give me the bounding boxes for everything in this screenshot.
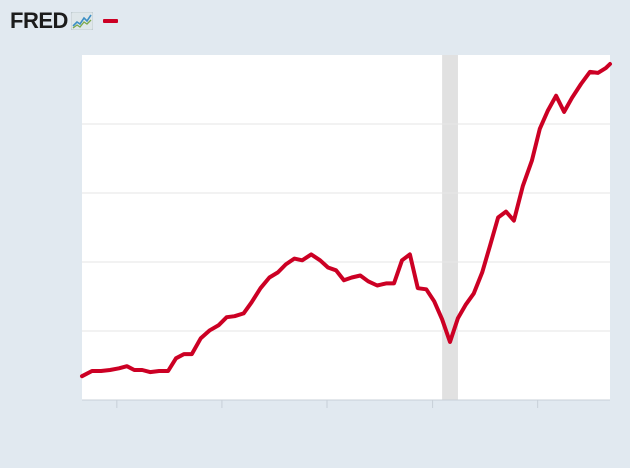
series-layer [80, 62, 612, 379]
fred-header: FRED [10, 9, 118, 33]
recession-bands [442, 55, 458, 400]
line-chart-icon [70, 12, 93, 30]
x-axis-ticks [116, 400, 539, 408]
fred-logo[interactable]: FRED [10, 8, 68, 33]
series-line [80, 62, 612, 379]
legend-series-swatch [102, 19, 118, 23]
plot-area [82, 55, 610, 400]
recession-band [442, 55, 458, 400]
